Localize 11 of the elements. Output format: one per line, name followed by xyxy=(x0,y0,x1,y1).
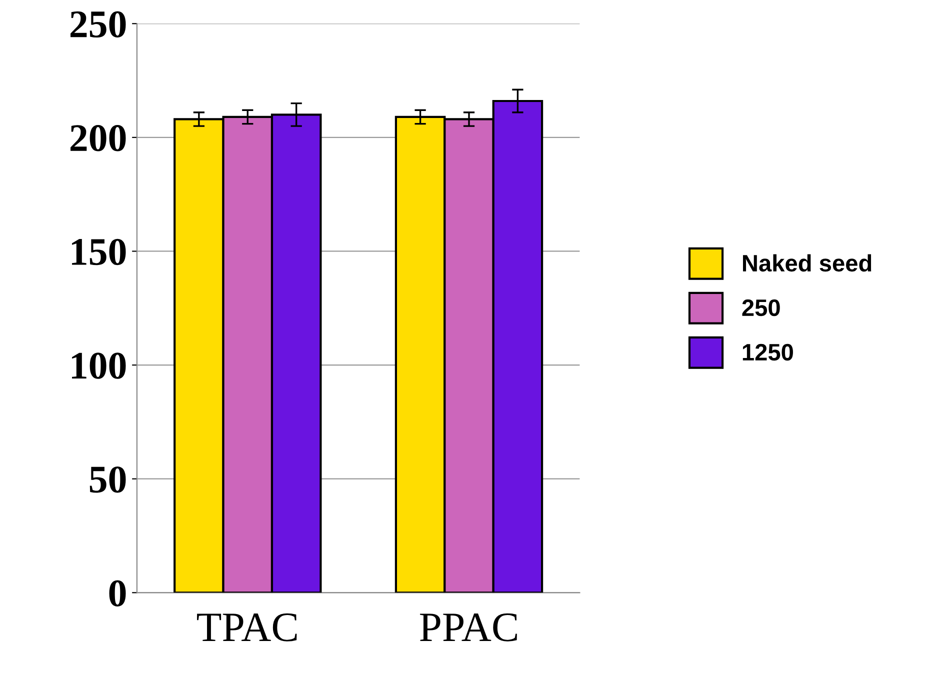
legend-label: Naked seed xyxy=(743,254,872,272)
y-tick-label: 0 xyxy=(109,580,126,607)
y-tick-label: 200 xyxy=(70,125,126,152)
legend-label: 1250 xyxy=(742,344,793,361)
x-tick-label: TPAC xyxy=(197,613,297,642)
y-tick-label: 150 xyxy=(72,238,126,266)
y-tick-label: 50 xyxy=(90,466,126,493)
y-tick-label: 100 xyxy=(72,352,126,379)
x-tick-label: PPAC xyxy=(420,613,517,642)
legend-label: 250 xyxy=(742,299,780,316)
y-tick-label: 250 xyxy=(70,11,126,38)
